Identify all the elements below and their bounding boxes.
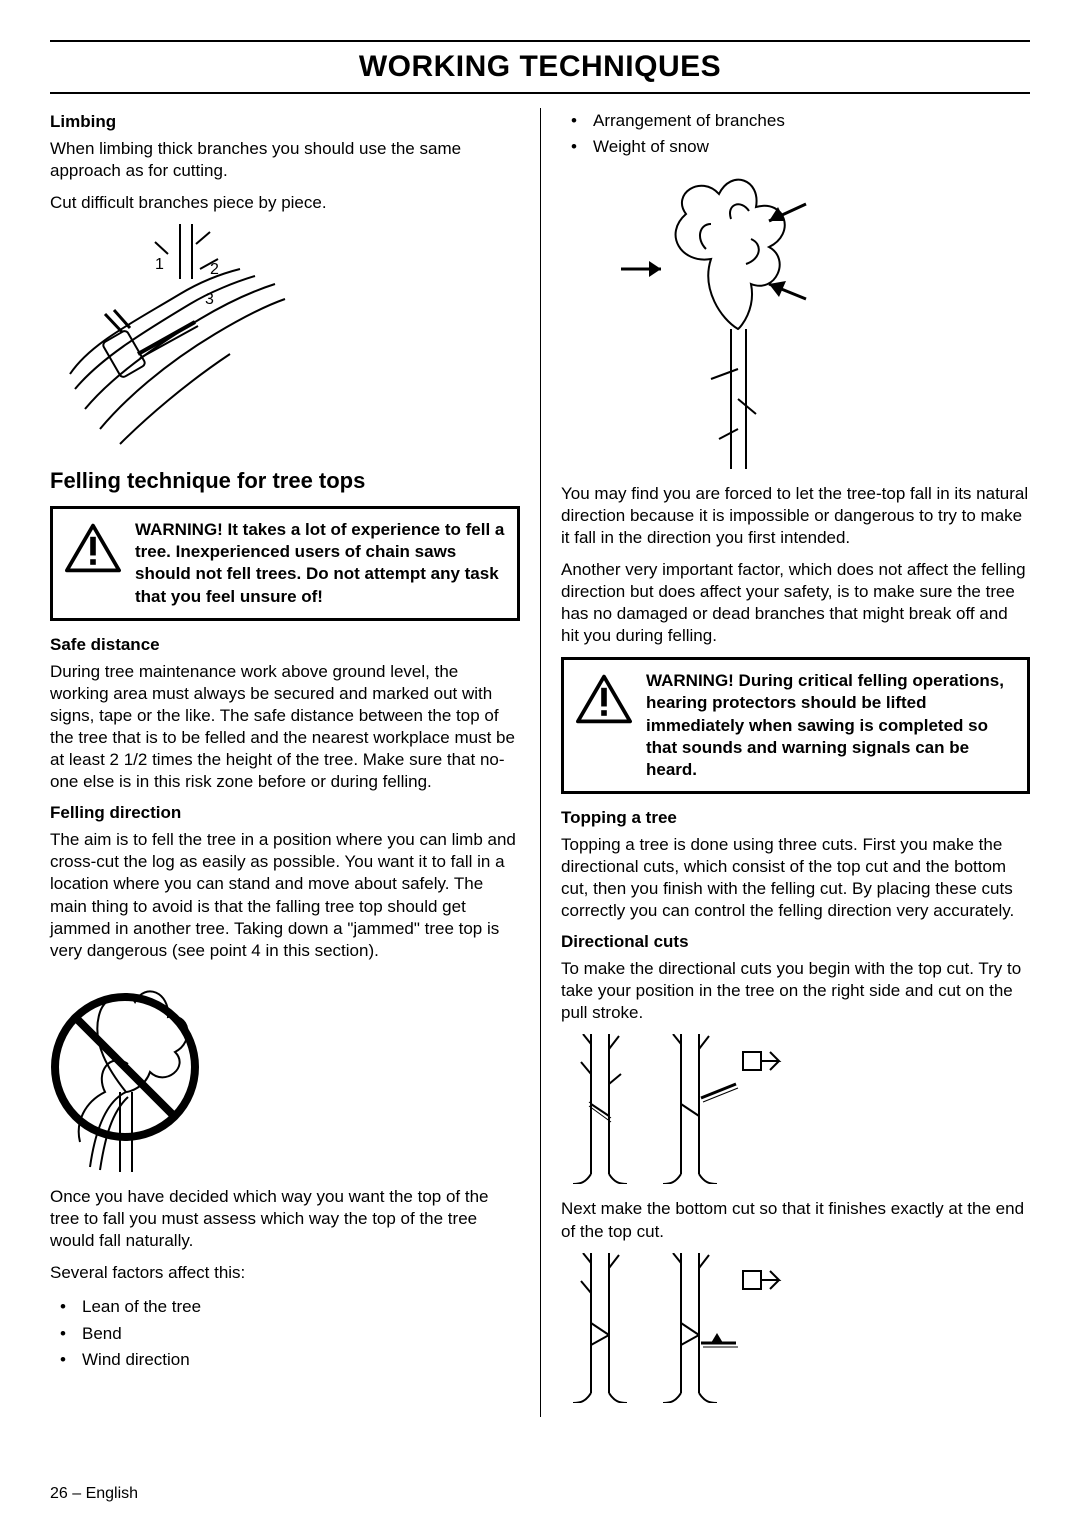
topping-para: Topping a tree is done using three cuts.…	[561, 834, 1030, 922]
felling-direction-para-2: Once you have decided which way you want…	[50, 1186, 520, 1252]
top-cut-illustration	[561, 1034, 791, 1184]
two-column-layout: Limbing When limbing thick branches you …	[50, 108, 1030, 1417]
tree-forces-illustration	[591, 169, 821, 469]
directional-cuts-para-1: To make the directional cuts you begin w…	[561, 958, 1030, 1024]
warning-triangle-icon	[65, 523, 121, 573]
limbing-para-1: When limbing thick branches you should u…	[50, 138, 520, 182]
warning-box-hearing: WARNING! During critical felling operati…	[561, 657, 1030, 793]
jammed-tree-prohibited-illustration	[50, 972, 230, 1172]
column-left: Limbing When limbing thick branches you …	[50, 108, 540, 1417]
dead-branches-para: Another very important factor, which doe…	[561, 559, 1030, 647]
safe-distance-heading: Safe distance	[50, 635, 520, 655]
limbing-illustration: 1 2 3	[50, 224, 290, 454]
list-item: Weight of snow	[567, 134, 1030, 160]
warning-box-experience: WARNING! It takes a lot of experience to…	[50, 506, 520, 620]
topping-heading: Topping a tree	[561, 808, 1030, 828]
felling-direction-heading: Felling direction	[50, 803, 520, 823]
list-item: Lean of the tree	[56, 1294, 520, 1320]
warning-triangle-icon	[576, 674, 632, 724]
safe-distance-para: During tree maintenance work above groun…	[50, 661, 520, 794]
limbing-para-2: Cut difficult branches piece by piece.	[50, 192, 520, 214]
rule-under-title	[50, 92, 1030, 94]
list-item: Wind direction	[56, 1347, 520, 1373]
directional-cuts-heading: Directional cuts	[561, 932, 1030, 952]
felling-direction-para-1: The aim is to fell the tree in a positio…	[50, 829, 520, 962]
page-title: WORKING TECHNIQUES	[50, 50, 1030, 84]
list-item: Bend	[56, 1321, 520, 1347]
bottom-cut-illustration	[561, 1253, 791, 1403]
warning-text-hearing: WARNING! During critical felling operati…	[646, 670, 1015, 780]
felling-technique-heading: Felling technique for tree tops	[50, 468, 520, 494]
natural-direction-para: You may find you are forced to let the t…	[561, 483, 1030, 549]
warning-text-experience: WARNING! It takes a lot of experience to…	[135, 519, 505, 607]
factors-list-left: Lean of the tree Bend Wind direction	[50, 1294, 520, 1373]
page-number: 26 – English	[50, 1485, 138, 1503]
factors-list-right: Arrangement of branches Weight of snow	[561, 108, 1030, 161]
column-right: Arrangement of branches Weight of snow	[540, 108, 1030, 1417]
svg-text:1: 1	[155, 256, 164, 273]
limbing-heading: Limbing	[50, 112, 520, 132]
directional-cuts-para-2: Next make the bottom cut so that it fini…	[561, 1198, 1030, 1242]
felling-direction-para-3: Several factors affect this:	[50, 1262, 520, 1284]
rule-top	[50, 40, 1030, 42]
list-item: Arrangement of branches	[567, 108, 1030, 134]
